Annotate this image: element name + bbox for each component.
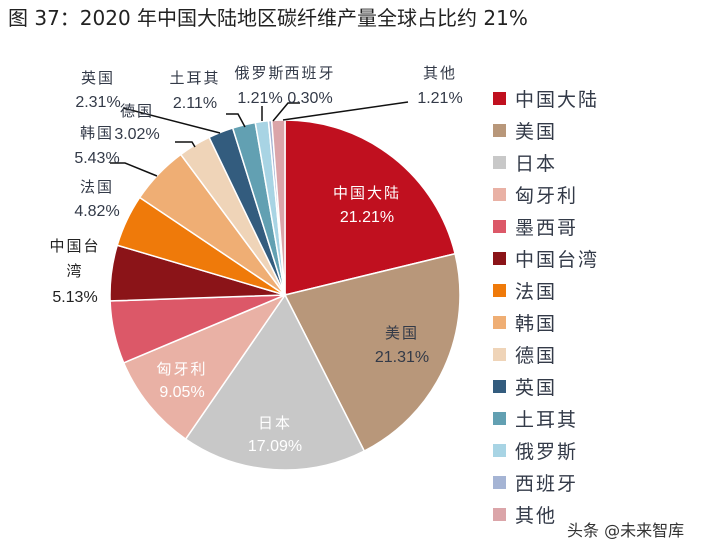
leader-line-8 <box>175 141 196 148</box>
slice-value-label: 2.11% <box>173 95 217 112</box>
legend-swatch <box>493 91 506 105</box>
pie-slice-2 <box>184 293 366 471</box>
slice-name-label: 匈牙利 <box>156 360 207 378</box>
legend-label: 匈牙利 <box>515 184 579 207</box>
legend-label: 英国 <box>515 376 558 399</box>
legend-swatch <box>493 443 506 457</box>
legend-label: 土耳其 <box>515 408 579 431</box>
legend-label: 韩国 <box>515 312 558 335</box>
slice-name-label: 德国 <box>120 102 154 120</box>
legend-swatch <box>493 219 506 233</box>
slice-value-label: 0.30% <box>287 90 332 107</box>
slice-value-label: 3.02% <box>114 126 159 143</box>
legend-item: 日本 <box>493 146 599 178</box>
legend-item: 墨西哥 <box>493 210 599 242</box>
legend-item: 英国 <box>493 370 599 402</box>
legend-swatch <box>493 379 506 393</box>
legend: 中国大陆美国日本匈牙利墨西哥中国台湾法国韩国德国英国土耳其俄罗斯西班牙其他 <box>493 82 599 530</box>
leader-line-9 <box>122 107 221 134</box>
legend-item: 中国大陆 <box>493 82 599 114</box>
slice-value-label: 17.09% <box>248 438 302 455</box>
slice-name-label: 俄罗斯 <box>234 64 285 82</box>
slice-name-label: 美国 <box>385 324 419 342</box>
slice-name-label: 日本 <box>258 414 292 432</box>
pie-slice-0 <box>284 119 456 296</box>
leader-line-12 <box>272 102 300 122</box>
slice-name-label: 中国台 <box>49 237 100 255</box>
legend-item: 德国 <box>493 338 599 370</box>
slice-value-label: 9.05% <box>159 384 204 401</box>
legend-label: 中国大陆 <box>515 88 600 111</box>
slice-value-label: 2.31% <box>75 94 120 111</box>
legend-swatch <box>493 315 506 329</box>
legend-item: 俄罗斯 <box>493 434 599 466</box>
slice-name-label: 英国 <box>81 69 115 87</box>
legend-label: 法国 <box>515 280 558 303</box>
slice-name-label: 湾 <box>66 262 83 280</box>
legend-swatch <box>493 347 506 361</box>
legend-item: 匈牙利 <box>493 178 599 210</box>
legend-swatch <box>493 251 506 265</box>
pie-slice-1 <box>283 252 461 453</box>
legend-swatch <box>493 283 506 297</box>
slice-name-label: 中国大陆 <box>333 184 401 202</box>
slice-name-label: 土耳其 <box>169 69 220 87</box>
slice-name-label: 其他 <box>423 64 457 82</box>
slice-value-label: 1.21% <box>417 90 462 107</box>
legend-item: 中国台湾 <box>493 242 599 274</box>
legend-label: 德国 <box>515 344 558 367</box>
legend-label: 墨西哥 <box>515 216 579 239</box>
slice-value-label: 21.31% <box>375 349 429 366</box>
slice-name-label: 西班牙 <box>284 64 335 82</box>
legend-label: 西班牙 <box>515 472 579 495</box>
legend-swatch <box>493 507 506 521</box>
slice-value-label: 5.43% <box>74 150 119 167</box>
slice-value-label: 5.13% <box>52 289 97 306</box>
legend-swatch <box>493 475 506 489</box>
leader-line-7 <box>110 162 158 177</box>
slice-name-label: 法国 <box>80 178 114 196</box>
legend-label: 日本 <box>515 152 558 175</box>
slice-value-label: 21.21% <box>340 209 394 226</box>
leader-line-13 <box>282 101 409 121</box>
legend-item: 其他 <box>493 498 599 530</box>
legend-swatch <box>493 411 506 425</box>
legend-item: 法国 <box>493 274 599 306</box>
legend-label: 俄罗斯 <box>515 440 579 463</box>
legend-label: 其他 <box>515 504 558 527</box>
legend-swatch <box>493 155 506 169</box>
slice-value-label: 4.82% <box>74 203 119 220</box>
chart-title: 图 37：2020 年中国大陆地区碳纤维产量全球占比约 21% <box>8 6 528 30</box>
legend-swatch <box>493 187 506 201</box>
legend-item: 土耳其 <box>493 402 599 434</box>
legend-swatch <box>493 123 506 137</box>
legend-label: 中国台湾 <box>515 248 600 271</box>
slice-name-label: 韩国 <box>80 124 114 142</box>
pie-slice-3 <box>122 293 288 441</box>
slice-value-label: 1.21% <box>237 90 282 107</box>
legend-item: 西班牙 <box>493 466 599 498</box>
legend-item: 美国 <box>493 114 599 146</box>
legend-label: 美国 <box>515 120 558 143</box>
legend-item: 韩国 <box>493 306 599 338</box>
leader-line-10 <box>226 113 246 128</box>
watermark: 头条 @未来智库 <box>567 521 685 540</box>
